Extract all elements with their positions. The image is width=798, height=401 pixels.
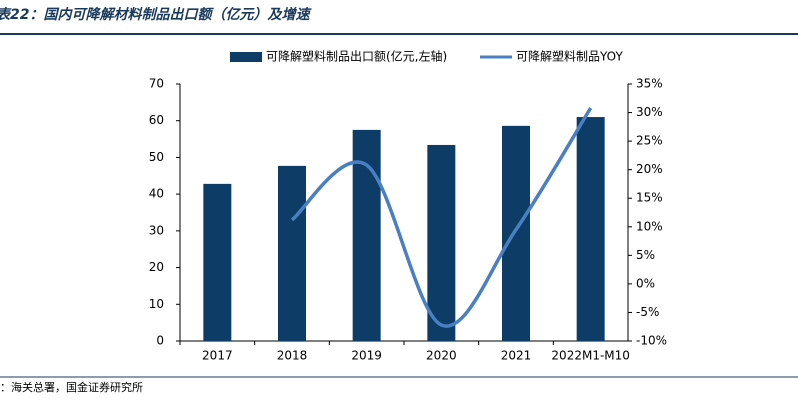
x-tick-label: 2020	[426, 349, 457, 363]
y-tick-label: 20	[149, 260, 164, 274]
y-tick-label: 0	[156, 334, 164, 348]
x-tick-label: 2018	[277, 349, 308, 363]
y-tick-label: 50	[149, 150, 164, 164]
bar	[203, 183, 232, 341]
legend-label: 可降解塑料制品YOY	[516, 49, 623, 64]
x-tick-label: 2022M1-M10	[551, 349, 629, 363]
y2-tick-label: -10%	[636, 334, 667, 348]
x-tick-label: 2021	[501, 349, 532, 363]
y2-tick-label: 30%	[636, 105, 663, 119]
y2-tick-label: 35%	[636, 77, 663, 91]
bar	[576, 117, 605, 342]
legend-swatch	[230, 52, 262, 62]
bar	[427, 144, 456, 341]
legend-label: 可降解塑料制品出口额(亿元,左轴)	[266, 49, 447, 64]
bar	[502, 125, 530, 342]
y2-tick-label: -5%	[636, 305, 659, 319]
y2-tick-label: 10%	[636, 219, 663, 233]
y2-tick-label: 25%	[636, 134, 663, 148]
x-tick-label: 2017	[202, 349, 233, 363]
chart-title: 表22：国内可降解材料制品出口额（亿元）及增速	[0, 6, 312, 23]
y-tick-label: 40	[149, 187, 164, 201]
y-tick-label: 60	[149, 113, 164, 127]
line	[290, 107, 593, 328]
y-tick-label: 10	[149, 297, 164, 311]
source: ：海关总署，国金证券研究所	[0, 380, 143, 394]
y-tick-label: 30	[149, 223, 164, 237]
y2-tick-label: 0%	[636, 276, 655, 290]
x-tick-label: 2019	[351, 349, 382, 363]
y-tick-label: 70	[149, 77, 164, 91]
y2-tick-label: 5%	[636, 248, 655, 262]
bar	[278, 165, 306, 341]
y2-tick-label: 20%	[636, 162, 663, 176]
y2-tick-label: 15%	[636, 191, 663, 205]
